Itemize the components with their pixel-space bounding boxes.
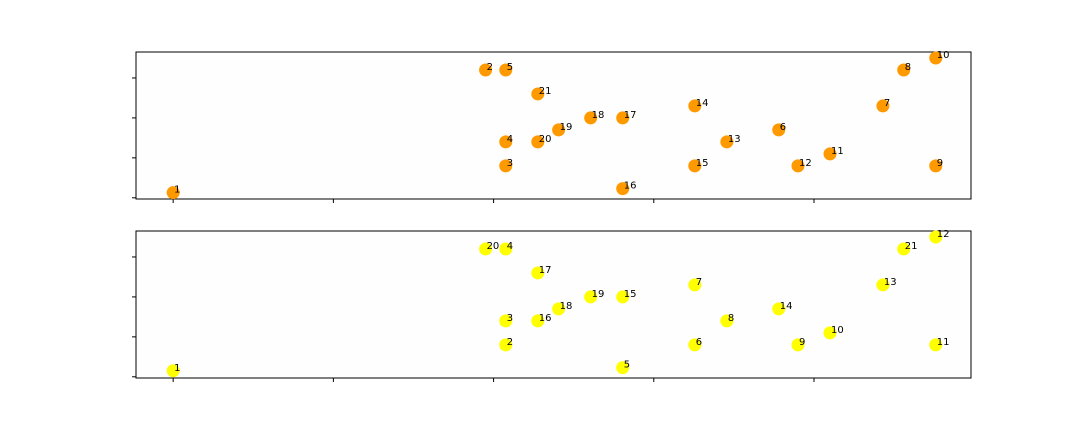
point	[616, 111, 630, 125]
point-label: 20	[539, 134, 552, 145]
point	[552, 302, 566, 316]
point	[552, 123, 566, 137]
point	[876, 99, 890, 113]
point-label: 16	[624, 181, 637, 192]
point	[688, 99, 702, 113]
point	[499, 135, 513, 149]
point	[929, 51, 943, 65]
point	[791, 159, 805, 173]
point-label: 2	[507, 337, 513, 348]
point	[166, 364, 180, 378]
point-label: 12	[799, 158, 812, 169]
point	[929, 338, 943, 352]
point	[584, 290, 598, 304]
point-label: 17	[624, 110, 637, 121]
point-label: 5	[507, 62, 513, 73]
point-label: 4	[507, 241, 513, 252]
point-label: 12	[937, 229, 950, 240]
point	[499, 242, 513, 256]
point-label: 5	[624, 360, 630, 371]
point	[616, 290, 630, 304]
point-label: 20	[487, 241, 500, 252]
point-label: 18	[592, 110, 605, 121]
point	[531, 135, 545, 149]
point	[772, 302, 786, 316]
point	[929, 230, 943, 244]
point	[584, 111, 598, 125]
point	[531, 314, 545, 328]
point	[166, 186, 180, 200]
point-label: 11	[831, 146, 844, 157]
point-label: 10	[831, 325, 844, 336]
point-label: 21	[905, 241, 918, 252]
point	[897, 242, 911, 256]
point	[531, 266, 545, 280]
point-label: 7	[884, 98, 890, 109]
point	[499, 159, 513, 173]
point	[791, 338, 805, 352]
point	[772, 123, 786, 137]
point-label: 11	[937, 337, 950, 348]
point-label: 4	[507, 134, 513, 145]
point	[688, 278, 702, 292]
point-label: 9	[799, 337, 805, 348]
point-label: 14	[696, 98, 709, 109]
point	[897, 63, 911, 77]
point	[929, 159, 943, 173]
point	[479, 242, 493, 256]
point	[499, 314, 513, 328]
point-label: 6	[780, 122, 786, 133]
point	[531, 87, 545, 101]
point	[616, 182, 630, 196]
point	[688, 159, 702, 173]
point	[688, 338, 702, 352]
point-label: 10	[937, 50, 950, 61]
point	[876, 278, 890, 292]
point-label: 8	[905, 62, 911, 73]
plot-area	[135, 51, 972, 200]
point-label: 8	[728, 313, 734, 324]
point-label: 18	[560, 301, 573, 312]
point-label: 15	[624, 289, 637, 300]
point-label: 15	[696, 158, 709, 169]
point-label: 1	[174, 185, 180, 196]
point	[616, 361, 630, 375]
point	[499, 63, 513, 77]
point-label: 7	[696, 277, 702, 288]
point-label: 17	[539, 265, 552, 276]
point-label: 2	[487, 62, 493, 73]
point-label: 16	[539, 313, 552, 324]
point	[720, 135, 734, 149]
plot-area	[135, 230, 972, 379]
point-label: 9	[937, 158, 943, 169]
point-label: 6	[696, 337, 702, 348]
point-label: 1	[174, 363, 180, 374]
point-label: 14	[780, 301, 793, 312]
point-label: 19	[592, 289, 605, 300]
point-label: 21	[539, 86, 552, 97]
point-label: 13	[884, 277, 897, 288]
point	[479, 63, 493, 77]
point-label: 3	[507, 313, 513, 324]
point-label: 19	[560, 122, 573, 133]
point	[823, 326, 837, 340]
point-label: 13	[728, 134, 741, 145]
point-label: 3	[507, 158, 513, 169]
point	[823, 147, 837, 161]
point	[720, 314, 734, 328]
point	[499, 338, 513, 352]
